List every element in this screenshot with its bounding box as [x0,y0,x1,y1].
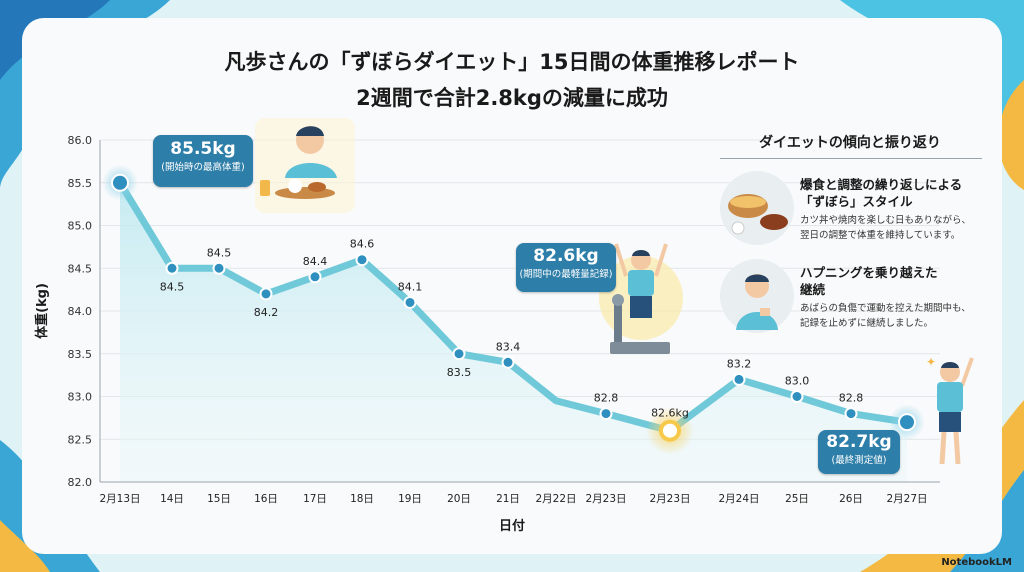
scale-person-illustration [599,243,683,354]
data-label: 82.8 [839,392,864,405]
callout-final-weight: 82.7kg (最終測定値) [818,430,900,474]
x-tick-label: 2月27日 [886,493,927,505]
y-axis-title: 体重(kg) [34,283,50,339]
review-item2-body-1: あばらの負傷で運動を控えた期間中も、 [800,303,971,314]
callout-start-value: 85.5kg [170,139,236,159]
data-point [355,253,369,267]
x-tick-label: 25日 [785,493,809,505]
review-item1-body-2: 翌日の調整で体重を維持しています。 [800,230,961,241]
callout-lowest-weight: 82.6kg (期間中の最軽量記録) [516,243,616,292]
review-title: ダイエットの傾向と振り返り [759,135,941,151]
data-point [111,173,129,192]
x-tick-label: 19日 [398,493,422,505]
food-icon [720,171,794,245]
eating-person-illustration [255,118,355,213]
data-label: 83.0 [785,375,810,388]
x-tick-label: 18日 [350,493,374,505]
y-tick-label: 83.0 [68,391,93,404]
data-point [898,413,916,432]
y-tick-label: 83.5 [68,348,93,361]
data-point-inner [663,423,677,438]
data-point [452,347,466,361]
data-point [599,407,613,421]
callout-lowest-value: 82.6kg [533,246,599,266]
y-tick-label: 85.5 [68,177,93,190]
review-item2-heading-1: ハプニングを乗り越えた [800,265,938,280]
data-point [403,295,417,309]
callout-start-note: (開始時の最高体重) [161,162,245,173]
injured-person-icon [720,259,794,333]
callout-final-value: 82.7kg [826,432,892,452]
review-item2-heading-2: 継続 [800,282,826,297]
x-tick-label: 17日 [303,493,327,505]
data-label: 84.5 [160,280,185,293]
x-tick-label: 26日 [839,493,863,505]
data-point [844,407,858,421]
data-label: 84.6 [350,238,375,251]
data-label: 82.6kg [651,407,689,420]
x-tick-label: 16日 [254,493,278,505]
x-tick-label: 20日 [447,493,471,505]
data-label: 82.8 [594,392,619,405]
data-label: 84.4 [303,255,328,268]
x-tick-label: 2月24日 [718,493,759,505]
data-point [732,372,746,386]
x-tick-label: 15日 [207,493,231,505]
data-point [212,261,226,275]
y-tick-label: 84.5 [68,262,93,275]
y-tick-label: 82.5 [68,433,93,446]
data-label: 84.2 [254,306,279,319]
data-point [501,355,515,369]
review-divider [720,158,982,159]
notebooklm-watermark: NotebookLM [941,557,1012,568]
x-tick-label: 14日 [160,493,184,505]
y-tick-label: 82.0 [68,476,93,489]
review-item1-heading-2: 「ずぼら」スタイル [800,194,913,209]
data-label: 83.4 [496,340,521,353]
data-point [790,390,804,403]
page-subtitle: 2週間で合計2.8kgの減量に成功 [356,86,668,110]
data-label: 83.2 [727,357,752,370]
y-tick-label: 86.0 [68,134,93,147]
review-item1-heading-1: 爆食と調整の繰り返しによる [800,177,963,192]
x-tick-label: 2月13日 [99,493,140,505]
data-point [308,270,322,284]
review-item2-body-2: 記録を止めずに継続しました。 [800,318,934,329]
callout-final-note: (最終測定値) [831,455,887,466]
data-label: 84.1 [398,280,423,293]
review-item1-body-1: カツ丼や焼肉を楽しむ日もありながら、 [800,215,972,226]
y-tick-label: 85.0 [68,220,93,233]
page-title: 凡歩さんの「ずぼらダイエット」15日間の体重推移レポート [224,50,800,74]
x-tick-label: 2月23日 [649,493,690,505]
callout-lowest-note: (期間中の最軽量記録) [519,269,613,280]
data-point [259,287,273,301]
svg-text:✦: ✦ [926,355,936,369]
data-label: 83.5 [447,366,472,379]
callout-start-weight: 85.5kg (開始時の最高体重) [153,135,253,187]
data-label: 84.5 [207,246,232,259]
area-fill [120,182,907,482]
data-point [165,261,179,275]
x-tick-label: 21日 [496,493,520,505]
series-line [116,179,911,435]
x-tick-label: 2月23日 [585,493,626,505]
x-tick-label: 2月22日 [535,493,576,505]
victory-person-illustration: ✦ [926,355,974,465]
y-tick-label: 84.0 [68,305,93,318]
x-axis-title: 日付 [499,518,525,534]
